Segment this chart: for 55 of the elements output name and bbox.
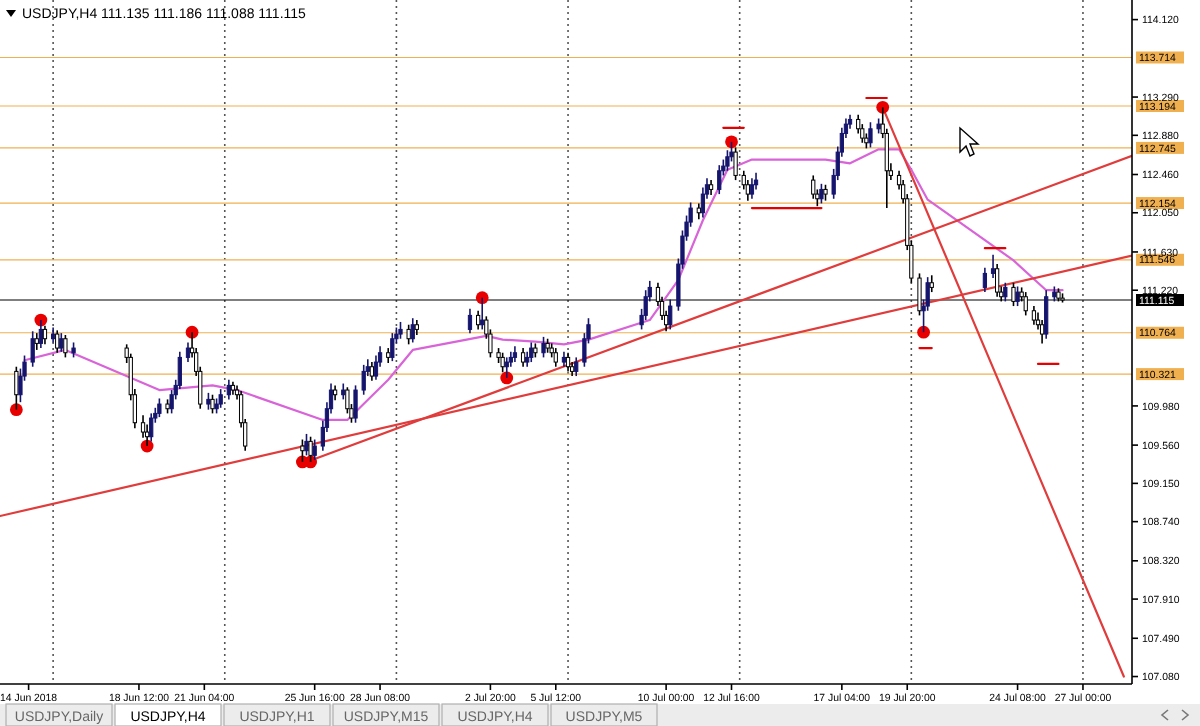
candlestick (733, 146, 738, 181)
candlestick (14, 365, 19, 411)
candlestick (345, 386, 350, 415)
candlestick (308, 435, 313, 463)
candlestick (745, 179, 750, 202)
candlestick (749, 177, 755, 200)
candlestick (410, 317, 415, 344)
candlestick (218, 388, 223, 409)
point (725, 135, 738, 149)
candlestick (1015, 285, 1020, 307)
candlestick (226, 378, 231, 401)
candlestick (312, 438, 317, 461)
candlestick (406, 323, 411, 346)
candlestick (42, 324, 48, 346)
candlestick (300, 438, 305, 463)
candlestick (304, 433, 309, 457)
candlestick (868, 121, 873, 149)
point (9, 403, 23, 417)
candlestick (717, 164, 722, 195)
candlestick (856, 113, 861, 135)
candlestick (467, 308, 473, 334)
candlestick (811, 174, 816, 200)
candlestick (500, 351, 505, 374)
candlestick (185, 341, 191, 363)
candlestick (144, 423, 150, 447)
candlestick (1031, 305, 1037, 326)
candlestick (59, 332, 64, 353)
candlestick (982, 267, 988, 293)
candlestick (369, 361, 375, 382)
candlestick (529, 341, 534, 363)
candlestick (149, 412, 154, 443)
candlestick (210, 393, 215, 415)
candlestick (819, 183, 824, 205)
candlestick (55, 329, 60, 354)
candlestick (157, 397, 162, 418)
point (917, 325, 930, 339)
candlestick (1003, 281, 1008, 303)
candlestick (668, 298, 673, 331)
candlestick (541, 336, 546, 359)
point (304, 455, 317, 469)
candlestick (476, 309, 481, 331)
candlestick (729, 141, 734, 163)
candlestick (504, 356, 509, 379)
candlestick (860, 123, 865, 144)
candlestick (553, 347, 558, 368)
candlestick (990, 253, 996, 279)
candlestick (373, 354, 379, 381)
candlestick (390, 332, 395, 362)
candlestick (1039, 319, 1045, 345)
candlestick (1044, 289, 1049, 340)
candlestick (643, 289, 648, 321)
candlestick (725, 149, 730, 172)
candlestick (140, 414, 146, 439)
candlestick (63, 334, 68, 359)
candlestick (480, 296, 485, 331)
